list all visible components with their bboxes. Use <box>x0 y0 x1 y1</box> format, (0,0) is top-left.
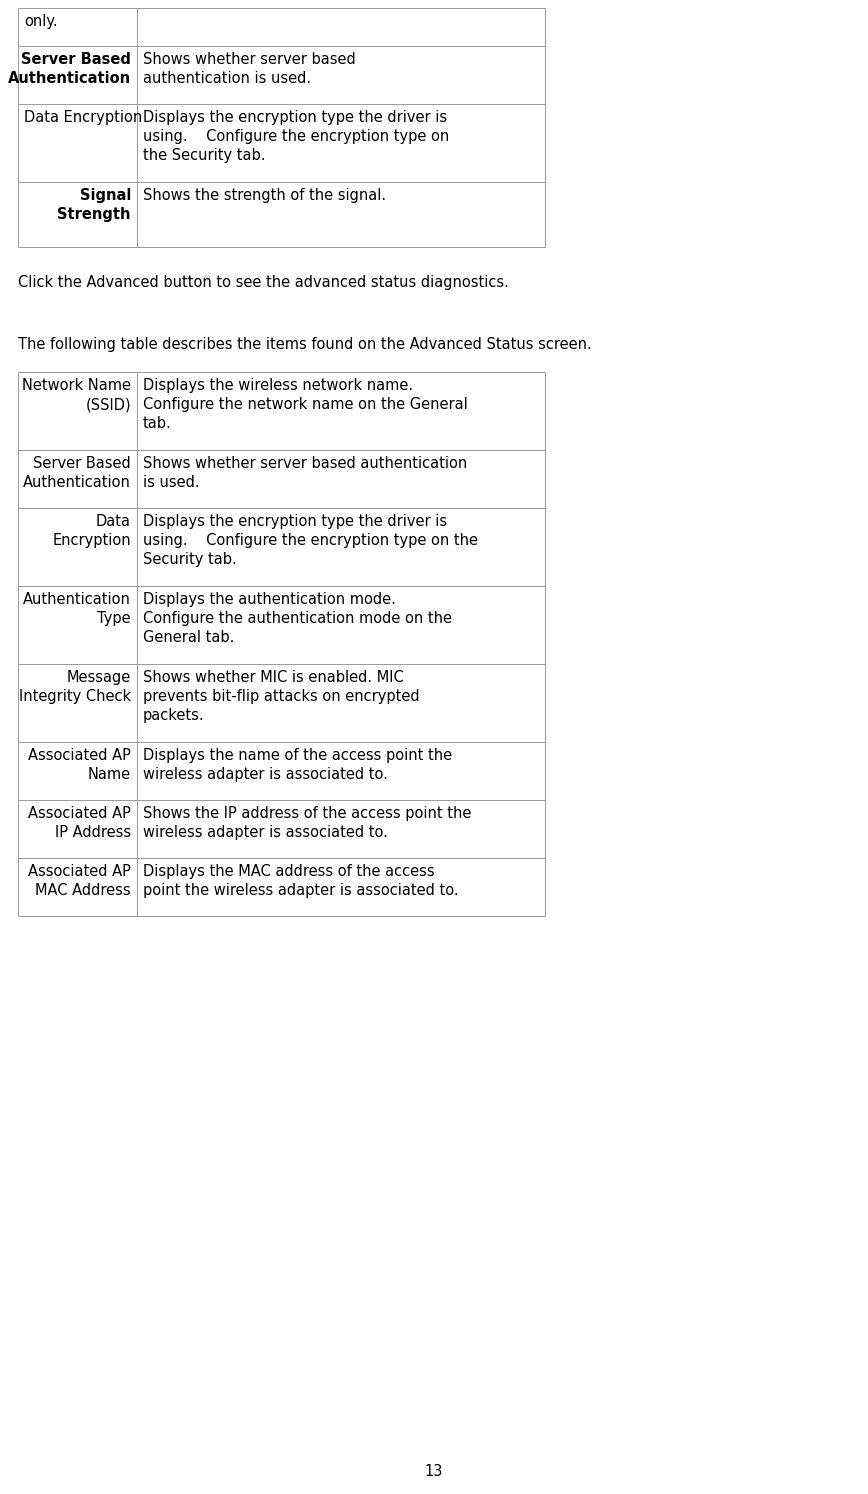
Text: Server Based
Authentication: Server Based Authentication <box>23 456 131 490</box>
Text: Shows the strength of the signal.: Shows the strength of the signal. <box>143 188 386 203</box>
Text: Authentication
Type: Authentication Type <box>23 592 131 626</box>
Text: Displays the encryption type the driver is
using.    Configure the encryption ty: Displays the encryption type the driver … <box>143 111 450 163</box>
Text: Shows whether server based authentication
is used.: Shows whether server based authenticatio… <box>143 456 467 490</box>
Text: Associated AP
Name: Associated AP Name <box>28 748 131 783</box>
Text: Shows the IP address of the access point the
wireless adapter is associated to.: Shows the IP address of the access point… <box>143 805 471 840</box>
Text: Displays the wireless network name.
Configure the network name on the General
ta: Displays the wireless network name. Conf… <box>143 378 468 432</box>
Text: Signal
Strength: Signal Strength <box>57 188 131 223</box>
Text: 13: 13 <box>424 1464 444 1479</box>
Text: Click the Advanced button to see the advanced status diagnostics.: Click the Advanced button to see the adv… <box>18 275 509 290</box>
Text: The following table describes the items found on the Advanced Status screen.: The following table describes the items … <box>18 338 592 353</box>
Text: Associated AP
MAC Address: Associated AP MAC Address <box>28 864 131 898</box>
Text: Displays the authentication mode.
Configure the authentication mode on the
Gener: Displays the authentication mode. Config… <box>143 592 452 645</box>
Text: Displays the encryption type the driver is
using.    Configure the encryption ty: Displays the encryption type the driver … <box>143 514 478 568</box>
Text: Displays the MAC address of the access
point the wireless adapter is associated : Displays the MAC address of the access p… <box>143 864 458 898</box>
Text: Data
Encryption: Data Encryption <box>52 514 131 548</box>
Text: only.: only. <box>24 13 57 28</box>
Text: Message
Integrity Check: Message Integrity Check <box>19 669 131 704</box>
Text: Associated AP
IP Address: Associated AP IP Address <box>28 805 131 840</box>
Text: Data Encryption: Data Encryption <box>24 111 142 125</box>
Text: Server Based
Authentication: Server Based Authentication <box>8 52 131 87</box>
Text: Shows whether MIC is enabled. MIC
prevents bit-flip attacks on encrypted
packets: Shows whether MIC is enabled. MIC preven… <box>143 669 419 723</box>
Text: Shows whether server based
authentication is used.: Shows whether server based authenticatio… <box>143 52 356 87</box>
Text: Displays the name of the access point the
wireless adapter is associated to.: Displays the name of the access point th… <box>143 748 452 783</box>
Text: Network Name
(SSID): Network Name (SSID) <box>22 378 131 412</box>
